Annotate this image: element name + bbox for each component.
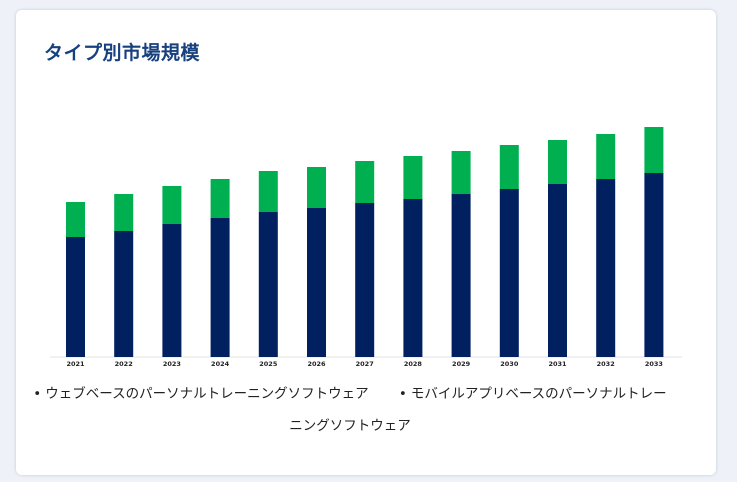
bar-mobile-2026 [307, 167, 326, 208]
bar-mobile-2021 [66, 202, 85, 237]
x-tick-label-2021: 2021 [66, 360, 85, 368]
bar-web-2024 [210, 218, 230, 357]
x-tick-label-2023: 2023 [163, 360, 181, 368]
x-tick-label-2030: 2030 [500, 360, 519, 368]
bar-mobile-2023 [162, 186, 182, 224]
bar-web-2032 [596, 179, 616, 357]
bar-mobile-2027 [355, 161, 375, 203]
legend: • ウェブベースのパーソナルトレーニングソフトウェア • モバイルアプリベースのパー… [30, 378, 670, 442]
bar-web-2033 [644, 173, 664, 357]
legend-label-web: ウェブベースのパーソナルトレーニングソフトウェア [45, 386, 369, 402]
x-tick-labels: 2021 2022 2023 2024 2025 2026 2027 2028 2029 2030… [66, 360, 662, 368]
bar-web-2031 [548, 184, 567, 357]
bar-mobile-2024 [210, 179, 230, 218]
bar-web-2026 [307, 208, 326, 357]
bar-mobile-2025 [258, 171, 278, 212]
x-tick-label-2024: 2024 [211, 360, 230, 368]
x-tick-label-2029: 2029 [452, 360, 471, 368]
bar-mobile-2022 [114, 194, 134, 231]
x-tick-label-2025: 2025 [259, 360, 278, 368]
bar-web-2021 [66, 237, 85, 357]
legend-bullet-mobile: • [398, 386, 407, 402]
card-title: タイプ別市場規模 [44, 42, 201, 64]
legend-label-mobile: モバイルアプリベースのパーソナルトレーニングソフトウェア [289, 386, 667, 434]
bar-web-2023 [162, 224, 182, 357]
bar-web-2030 [499, 189, 519, 357]
x-tick-label-2026: 2026 [307, 360, 326, 368]
legend-bullet-web: • [33, 386, 42, 402]
legend-item-web[interactable]: • ウェブベースのパーソナルトレーニングソフトウェア [33, 386, 373, 402]
x-tick-label-2027: 2027 [356, 360, 374, 368]
x-tick-label-2032: 2032 [597, 360, 615, 368]
bar-mobile-2032 [596, 134, 616, 179]
bar-web-2029 [451, 194, 471, 357]
bar-web-2025 [258, 212, 278, 357]
bar-mobile-2033 [644, 127, 664, 173]
x-tick-label-2033: 2033 [645, 360, 663, 368]
bar-web-2028 [403, 199, 423, 357]
x-tick-label-2028: 2028 [404, 360, 423, 368]
bar-web-2027 [355, 203, 375, 357]
x-tick-label-2022: 2022 [115, 360, 133, 368]
bar-mobile-2030 [499, 145, 519, 189]
bars-layer [66, 127, 664, 357]
bar-mobile-2029 [451, 151, 471, 194]
legend-item-mobile[interactable]: • モバイルアプリベースのパーソナルトレーニングソフトウェア [289, 386, 666, 434]
bar-mobile-2028 [403, 156, 423, 199]
x-tick-label-2031: 2031 [548, 360, 567, 368]
bar-web-2022 [114, 231, 134, 357]
bar-mobile-2031 [548, 140, 567, 184]
